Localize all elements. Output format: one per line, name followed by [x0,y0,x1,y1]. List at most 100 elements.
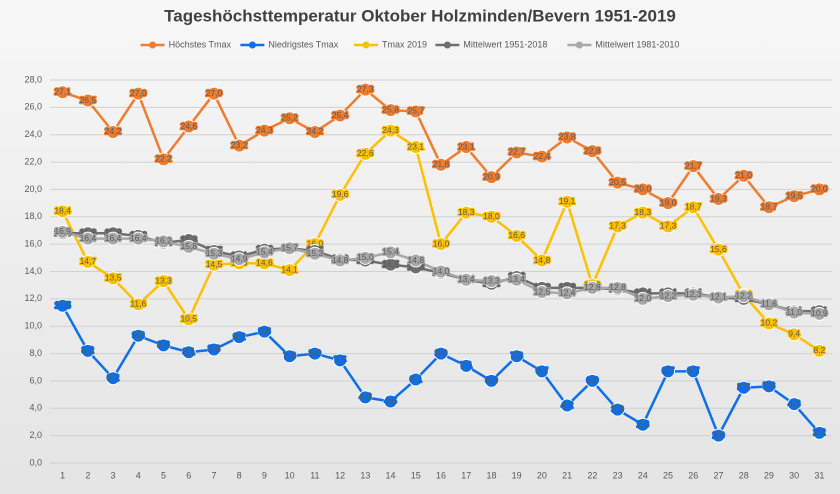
data-label: 22,8 [584,145,601,155]
data-label: 21,7 [685,160,702,170]
x-tick-label: 10 [285,470,295,480]
data-point [534,285,549,300]
data-point [131,231,146,246]
x-tick-label: 18 [486,470,496,480]
y-tick-label: 26,0 [24,102,42,112]
data-point [661,196,676,211]
data-label: 15,4 [382,247,399,257]
data-label: 27,3 [357,84,374,94]
data-label: 7,8 [511,351,523,361]
data-point [55,204,70,219]
data-point [635,417,650,432]
data-point [181,119,196,134]
data-label: 25,2 [281,113,298,123]
data-point [408,253,423,268]
data-point [787,397,802,412]
legend-item: Niedrigstes Tmax [240,39,339,49]
data-point [307,246,322,261]
chart-title: Tageshöchsttemperatur Oktober Holzminden… [164,6,676,25]
data-label: 4,8 [359,392,371,402]
data-label: 14,6 [256,258,273,268]
data-label: 11,0 [786,307,802,317]
data-point [257,245,272,260]
data-point [282,349,297,364]
x-tick-label: 16 [436,470,446,480]
data-point [282,241,297,256]
x-tick-label: 21 [562,470,572,480]
data-point [761,379,776,394]
data-label: 14,0 [433,266,450,276]
data-point [106,124,121,139]
data-label: 24,2 [307,126,324,136]
data-label: 15,0 [357,252,374,262]
data-label: 23,1 [408,141,425,151]
data-point [534,364,549,379]
data-label: 18,7 [761,201,778,211]
data-point [610,402,625,417]
data-label: 14,9 [231,253,248,263]
data-point [358,250,373,265]
x-tick-label: 26 [688,470,698,480]
data-point [131,297,146,312]
data-point [761,200,776,215]
data-label: 14,5 [206,259,223,269]
data-label: 24,3 [256,125,273,135]
data-label: 8,2 [82,345,94,355]
data-label: 15,4 [256,247,273,257]
x-tick-label: 11 [310,470,319,480]
data-point [585,144,600,159]
data-point [787,327,802,342]
data-point [534,149,549,164]
data-point [560,130,575,145]
data-label: 22,6 [357,148,374,158]
data-point [459,140,474,155]
data-label: 14,8 [332,255,349,265]
y-tick-label: 18,0 [24,211,42,221]
legend-marker [362,41,370,49]
data-point [711,242,726,257]
data-point [106,271,121,286]
x-tick-label: 8 [237,470,242,480]
data-label: 19,5 [786,191,803,201]
data-point [408,104,423,119]
x-tick-label: 27 [713,470,723,480]
data-label: 17,3 [660,221,677,231]
x-tick-label: 4 [136,470,141,480]
data-point [736,380,751,395]
data-label: 18,0 [483,211,500,221]
data-point [257,123,272,138]
data-label: 4,3 [788,398,800,408]
x-tick-label: 9 [262,470,267,480]
data-point [661,364,676,379]
data-label: 12,5 [534,286,551,296]
data-point [736,168,751,183]
data-label: 16,0 [433,238,450,248]
data-label: 7,8 [284,351,296,361]
x-tick-label: 2 [85,470,90,480]
data-label: 25,4 [332,110,349,120]
data-point [459,272,474,287]
data-label: 11,5 [55,300,71,310]
data-point [434,237,448,252]
data-label: 20,0 [635,184,652,194]
x-tick-label: 7 [211,470,216,480]
data-label: 8,0 [309,348,321,358]
data-label: 8,3 [208,344,220,354]
data-point [711,428,726,443]
data-label: 13,3 [483,275,500,285]
data-label: 12,1 [710,292,727,302]
x-tick-label: 6 [186,470,191,480]
data-label: 2,0 [713,430,725,440]
data-label: 23,2 [231,140,248,150]
data-label: 14,7 [80,256,97,266]
x-tick-label: 31 [814,470,824,480]
data-point [282,263,297,278]
data-point [80,254,95,269]
data-label: 26,5 [80,95,97,105]
data-point [307,346,322,361]
data-label: 19,1 [559,196,576,206]
data-label: 11,6 [130,299,146,309]
data-point [484,373,499,388]
data-label: 6,7 [687,366,699,376]
